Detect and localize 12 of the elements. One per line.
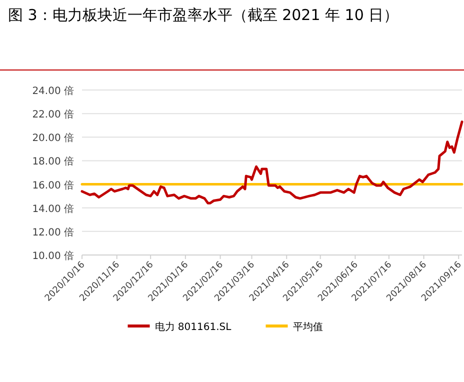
chart-title: 图 3：电力板块近一年市盈率水平（截至 2021 年 10 日） (8, 5, 400, 26)
y-tick-label: 14.00 倍 (32, 202, 74, 215)
y-tick-label: 24.00 倍 (32, 85, 74, 97)
y-tick-label: 20.00 倍 (32, 132, 74, 144)
y-tick-label: 16.00 倍 (32, 179, 74, 192)
legend-label: 电力 801161.SL (154, 321, 232, 333)
y-tick-label: 22.00 倍 (32, 108, 74, 121)
y-tick-label: 12.00 倍 (32, 226, 74, 238)
line-series (80, 120, 464, 204)
legend-label: 平均值 (292, 321, 323, 333)
y-tick-label: 18.00 倍 (32, 156, 74, 168)
y-tick-label: 10.00 倍 (32, 250, 74, 262)
